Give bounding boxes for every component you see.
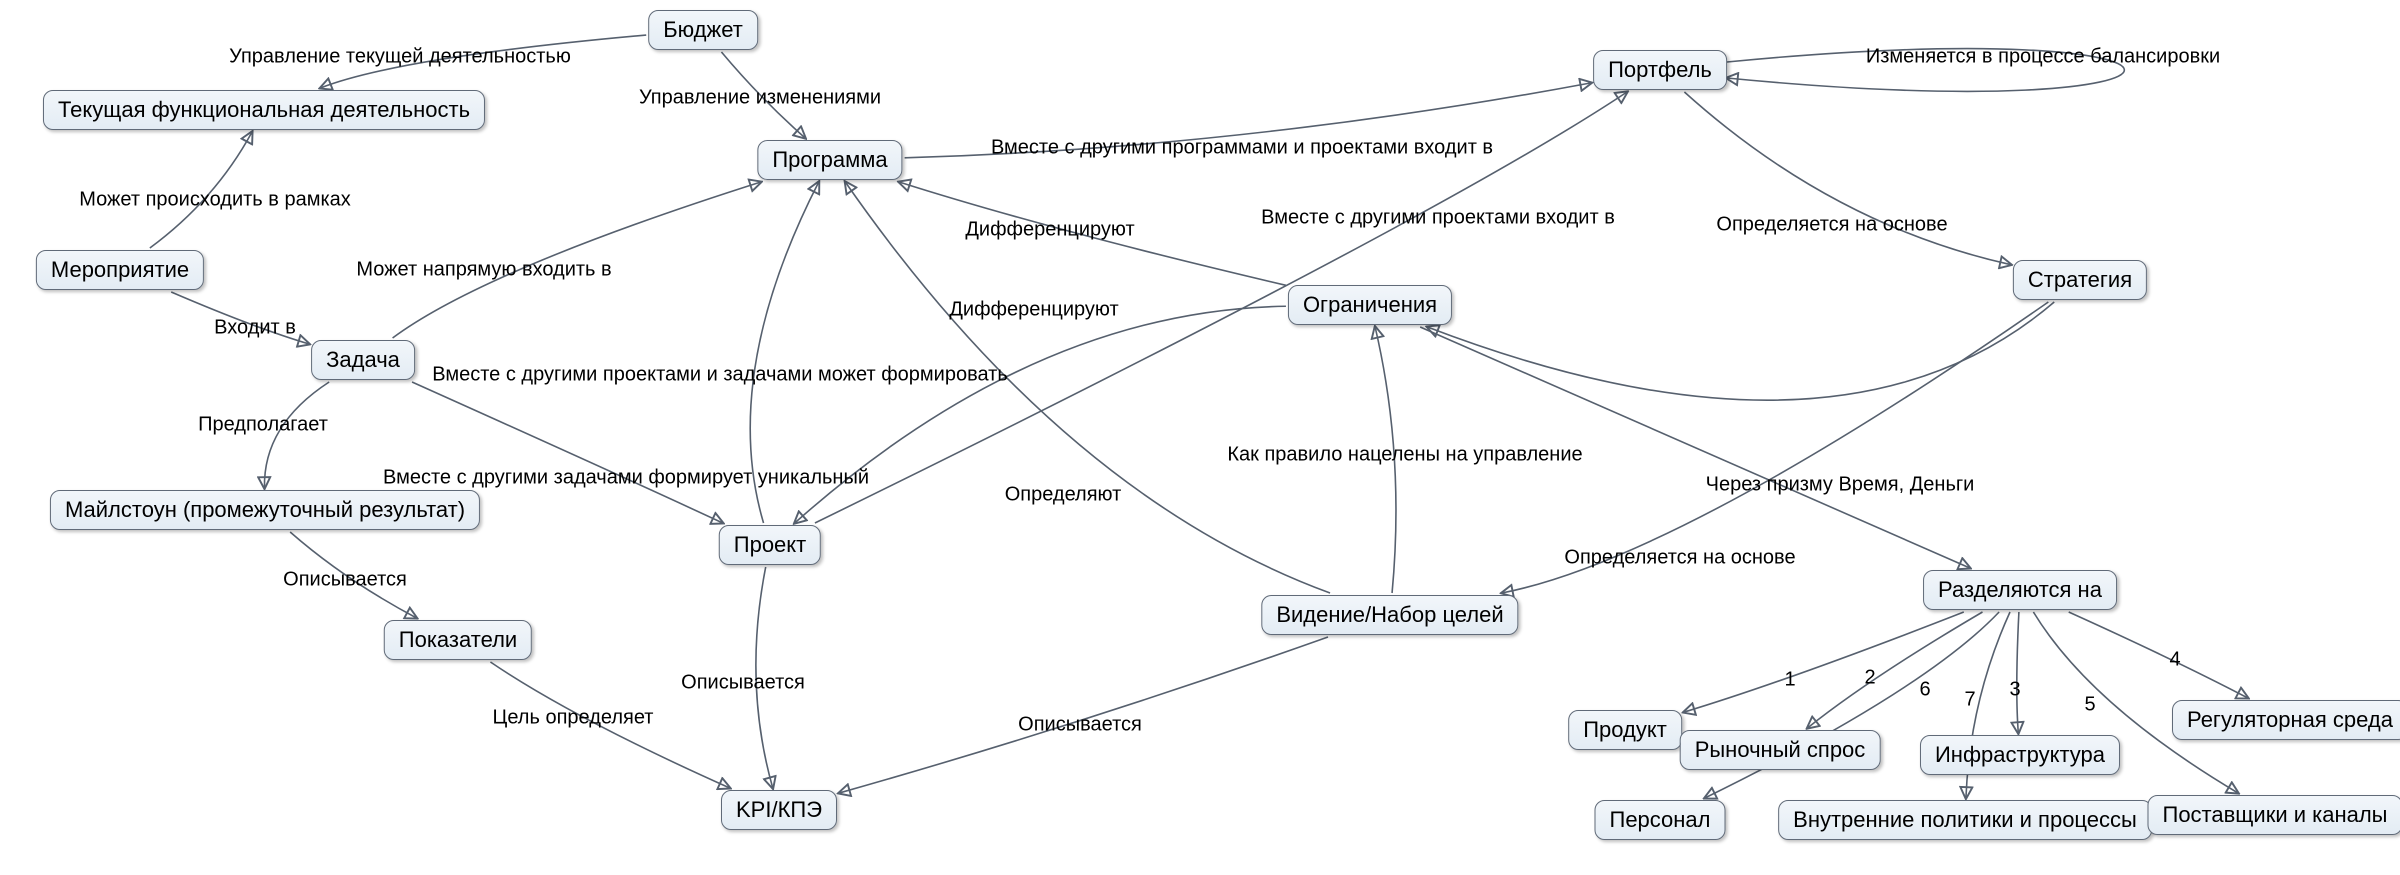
node-policies: Внутренние политики и процессы	[1778, 800, 2152, 840]
node-activity: Текущая функциональная деятельность	[43, 90, 485, 130]
node-suppliers: Поставщики и каналы	[2148, 795, 2400, 835]
edge-label-project-to-portfolio: Вместе с другими проектами входит в	[1261, 207, 1615, 230]
node-market: Рыночный спрос	[1680, 730, 1881, 770]
node-budget: Бюджет	[648, 10, 758, 50]
node-portfolio: Портфель	[1593, 50, 1727, 90]
node-milestone: Майлстоун (промежуточный результат)	[50, 490, 480, 530]
edge-portfolio-to-strategy	[1684, 92, 2010, 265]
edge-label-strategy-to-constraints: Через призму Время, Деньги	[1706, 474, 1975, 497]
node-kpi: KPI/КПЭ	[721, 790, 837, 830]
edge-label-constraints-to-project: Дифференцируют	[949, 299, 1118, 322]
edge-label-indicators-to-kpi: Цель определяет	[493, 707, 654, 730]
node-event: Мероприятие	[36, 250, 204, 290]
edge-label-split-to-product: 1	[1784, 669, 1795, 692]
edge-label-split-to-regulatory: 4	[2169, 649, 2180, 672]
edge-label-split-to-policies: 7	[1964, 689, 1975, 712]
edge-label-budget-to-activity: Управление текущей деятельностью	[229, 46, 571, 69]
node-vision: Видение/Набор целей	[1261, 595, 1518, 635]
edge-label-portfolio-to-strategy: Определяется на основе	[1716, 214, 1947, 237]
node-task: Задача	[311, 340, 415, 380]
node-strategy: Стратегия	[2013, 260, 2147, 300]
edge-split-to-regulatory	[2069, 612, 2248, 698]
edge-label-vision-to-constraints: Как правило нацелены на управление	[1227, 444, 1582, 467]
edge-label-event-to-activity: Может происходить в рамках	[79, 189, 351, 212]
edge-label-strategy-to-vision: Определяется на основе	[1564, 547, 1795, 570]
edge-label-portfolio-to-portfolio: Изменяется в процессе балансировки	[1866, 46, 2220, 69]
edge-split-to-infrastructure	[2017, 612, 2019, 733]
edge-label-task-to-milestone: Предполагает	[198, 414, 328, 437]
node-split: Разделяются на	[1923, 570, 2117, 610]
edge-label-task-to-project: Вместе с другими задачами формирует уник…	[383, 467, 869, 490]
edge-strategy-to-constraints	[1427, 302, 2054, 400]
edge-split-to-market	[1808, 612, 1983, 728]
edge-label-milestone-to-indicators: Описывается	[283, 569, 407, 592]
node-program: Программа	[757, 140, 902, 180]
node-project: Проект	[719, 525, 821, 565]
edge-label-project-to-kpi: Описывается	[681, 672, 805, 695]
node-product: Продукт	[1568, 710, 1682, 750]
edge-label-event-to-task: Входит в	[214, 317, 296, 340]
edge-label-budget-to-program: Управление изменениями	[639, 87, 881, 110]
edge-label-vision-to-program: Определяют	[1005, 484, 1122, 507]
node-regulatory: Регуляторная среда	[2172, 700, 2400, 740]
node-indicators: Показатели	[384, 620, 532, 660]
edge-label-task-to-program: Может напрямую входить в	[356, 259, 611, 282]
node-constraints: Ограничения	[1288, 285, 1452, 325]
edge-label-split-to-infrastructure: 3	[2009, 679, 2020, 702]
edge-label-split-to-suppliers: 5	[2084, 694, 2095, 717]
edge-label-program-to-portfolio: Вместе с другими программами и проектами…	[991, 137, 1493, 160]
edge-label-constraints-to-program: Дифференцируют	[965, 219, 1134, 242]
edge-label-split-to-market: 2	[1864, 667, 1875, 690]
node-infrastructure: Инфраструктура	[1920, 735, 2120, 775]
edge-label-vision-to-kpi: Описывается	[1018, 714, 1142, 737]
node-personnel: Персонал	[1595, 800, 1726, 840]
concept-map-canvas: Бюджет Текущая функциональная деятельнос…	[0, 0, 2400, 875]
edge-label-split-to-personnel: 6	[1919, 679, 1930, 702]
edge-label-project-to-program: Вместе с другими проектами и задачами мо…	[432, 364, 1008, 387]
